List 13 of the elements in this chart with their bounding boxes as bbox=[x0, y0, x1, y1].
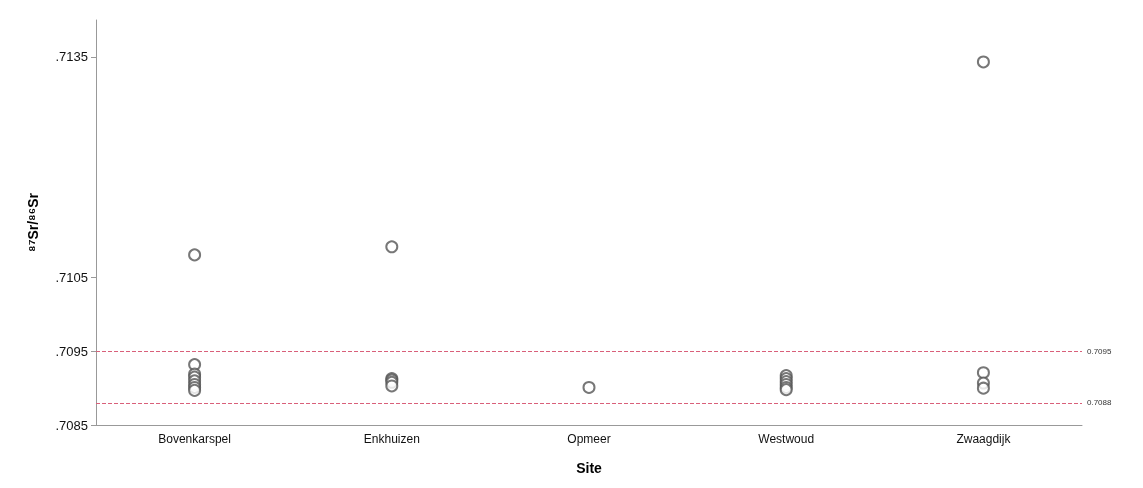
ref-line-label: 0.7095 bbox=[1087, 346, 1113, 356]
x-tick-label: Opmeer bbox=[567, 432, 611, 446]
y-axis-title: ⁸⁷Sr/⁸⁶Sr bbox=[25, 192, 41, 252]
x-tick-label: Westwoud bbox=[758, 432, 815, 446]
y-tick-label: .7105 bbox=[55, 270, 88, 286]
x-tick-label: Bovenkarspel bbox=[158, 432, 231, 446]
x-tick-label: Zwaagdijk bbox=[956, 432, 1012, 446]
y-tick-label: .7135 bbox=[55, 49, 88, 65]
y-tick-label: .7095 bbox=[55, 343, 88, 359]
y-tick-label: .7085 bbox=[55, 417, 88, 433]
ref-line-label: 0.7088 bbox=[1087, 398, 1113, 408]
x-axis-title: Site bbox=[576, 460, 603, 476]
x-tick-label: Enkhuizen bbox=[363, 432, 420, 446]
